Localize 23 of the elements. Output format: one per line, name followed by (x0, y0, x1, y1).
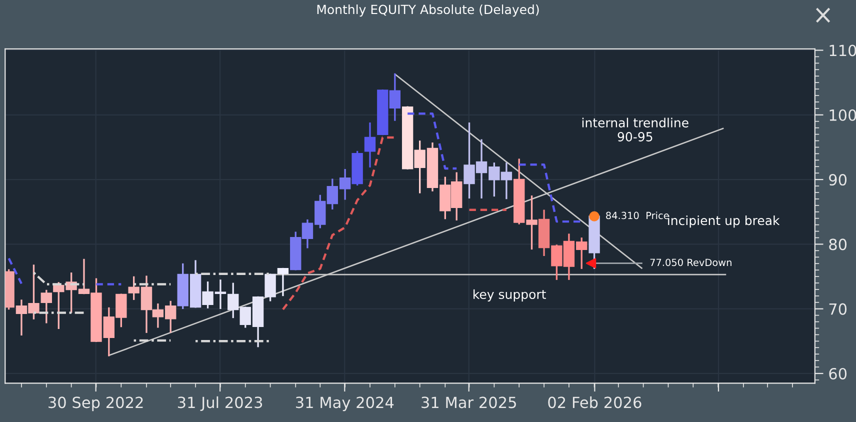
candlestick (414, 140, 426, 194)
x-tick-label: 31 Jul 2023 (178, 396, 262, 412)
y-tick-label: 80 (829, 238, 847, 250)
y-tick-label: 70 (829, 303, 847, 315)
candlestick (389, 73, 401, 121)
annotation: 84.310 Price (606, 212, 669, 220)
candlestick (364, 122, 376, 168)
candlestick (526, 196, 538, 250)
annotation: internal trendline 90-95 (582, 118, 688, 142)
x-tick-label: 02 Feb 2026 (548, 396, 642, 408)
y-tick-label: 90 (829, 174, 847, 186)
annotation: key support (474, 289, 546, 302)
annotation: incipient up break (668, 216, 780, 228)
x-tick-label: 31 Mar 2025 (422, 396, 516, 408)
annotation: 77.050 RevDown (650, 258, 732, 266)
chart-title: Monthly EQUITY Absolute (Delayed) (317, 4, 539, 17)
y-tick-label: 60 (829, 368, 847, 380)
y-tick-label: 100 (830, 109, 856, 121)
x-tick-label: 30 Sep 2022 (48, 396, 143, 412)
x-tick-label: 31 May 2024 (296, 396, 394, 412)
candlestick (40, 290, 52, 324)
candlestick (277, 268, 289, 296)
y-tick-label: 110 (830, 44, 856, 56)
